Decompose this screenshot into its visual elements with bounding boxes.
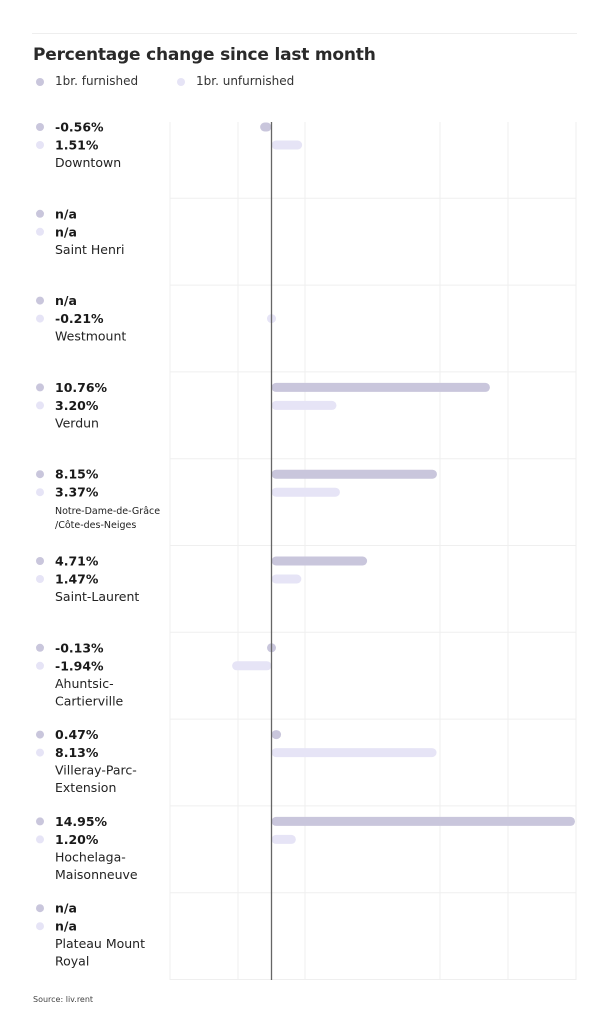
category-label: Notre-Dame-de-Grâce — [55, 506, 160, 517]
value-label-furnished: 14.95% — [55, 814, 108, 829]
row-swatch-furnished — [36, 904, 44, 913]
row-swatch-unfurnished — [36, 575, 44, 583]
row-swatch-unfurnished — [36, 661, 44, 670]
value-label-unfurnished: 3.37% — [55, 485, 99, 500]
value-label-unfurnished: 1.47% — [55, 572, 99, 587]
bar-furnished — [271, 730, 282, 740]
value-label-unfurnished: 1.20% — [55, 832, 99, 847]
bar-unfurnished — [271, 487, 340, 497]
bar-unfurnished — [271, 140, 303, 150]
legend-swatch-unfurnished — [177, 78, 185, 86]
category-label: Royal — [55, 954, 89, 969]
value-label-unfurnished: 3.20% — [55, 398, 99, 413]
row-swatch-unfurnished — [36, 922, 44, 931]
value-label-furnished: 4.71% — [55, 554, 99, 569]
bar-unfurnished — [271, 748, 437, 758]
row-swatch-furnished — [36, 470, 44, 479]
category-label: Extension — [55, 780, 116, 795]
value-label-furnished: 8.15% — [55, 467, 99, 482]
row-swatch-furnished — [36, 557, 44, 565]
bar-unfurnished — [271, 834, 296, 844]
category-label: Verdun — [55, 415, 99, 430]
row-swatch-furnished — [36, 643, 44, 652]
row-swatch-unfurnished — [36, 488, 44, 497]
value-label-furnished: -0.56% — [55, 120, 104, 135]
category-label: Downtown — [55, 155, 121, 170]
value-label-furnished: -0.13% — [55, 640, 104, 655]
top-divider — [32, 33, 577, 34]
row-swatch-furnished — [36, 209, 44, 218]
value-label-unfurnished: -1.94% — [55, 658, 104, 673]
row-swatch-unfurnished — [36, 227, 44, 236]
category-label: Ahuntsic- — [55, 676, 114, 691]
value-label-furnished: 10.76% — [55, 380, 108, 395]
category-label: Maisonneuve — [55, 867, 138, 882]
source-note: Source: liv.rent — [33, 995, 94, 1004]
row-swatch-unfurnished — [36, 141, 44, 149]
bar-furnished — [260, 122, 272, 132]
bar-furnished — [271, 816, 575, 826]
row-swatch-furnished — [36, 817, 44, 826]
row-swatch-unfurnished — [36, 314, 44, 323]
row-swatch-furnished — [36, 730, 44, 739]
bar-unfurnished — [271, 400, 337, 410]
value-label-unfurnished: n/a — [55, 224, 77, 239]
category-label: Villeray-Parc- — [55, 763, 137, 778]
row-swatch-unfurnished — [36, 835, 44, 844]
legend-swatch-furnished — [36, 78, 44, 86]
category-label: /Côte-des-Neiges — [55, 520, 136, 531]
category-label: Saint-Laurent — [55, 589, 139, 604]
row-swatch-unfurnished — [36, 401, 44, 410]
value-label-unfurnished: 1.51% — [55, 138, 99, 153]
value-label-unfurnished: -0.21% — [55, 311, 104, 326]
row-swatch-unfurnished — [36, 748, 44, 757]
chart-title: Percentage change since last month — [33, 45, 376, 65]
value-label-furnished: n/a — [55, 901, 77, 916]
bar-furnished — [271, 469, 437, 479]
value-label-furnished: 0.47% — [55, 727, 99, 742]
category-label: Westmount — [55, 329, 126, 344]
value-label-furnished: n/a — [55, 293, 77, 308]
bar-furnished — [271, 382, 490, 392]
legend-label-unfurnished: 1br. unfurnished — [196, 74, 295, 88]
value-label-unfurnished: 8.13% — [55, 745, 99, 760]
row-swatch-furnished — [36, 123, 44, 131]
row-swatch-furnished — [36, 383, 44, 392]
bar-unfurnished — [232, 661, 272, 671]
bar-furnished — [271, 556, 368, 566]
value-label-unfurnished: n/a — [55, 919, 77, 934]
category-label: Saint Henri — [55, 242, 125, 257]
row-swatch-furnished — [36, 296, 44, 305]
legend-label-furnished: 1br. furnished — [55, 74, 139, 88]
category-label: Cartierville — [55, 693, 124, 708]
value-label-furnished: n/a — [55, 206, 77, 221]
category-label: Plateau Mount — [55, 936, 145, 951]
bar-unfurnished — [271, 574, 302, 584]
category-label: Hochelaga- — [55, 849, 126, 864]
